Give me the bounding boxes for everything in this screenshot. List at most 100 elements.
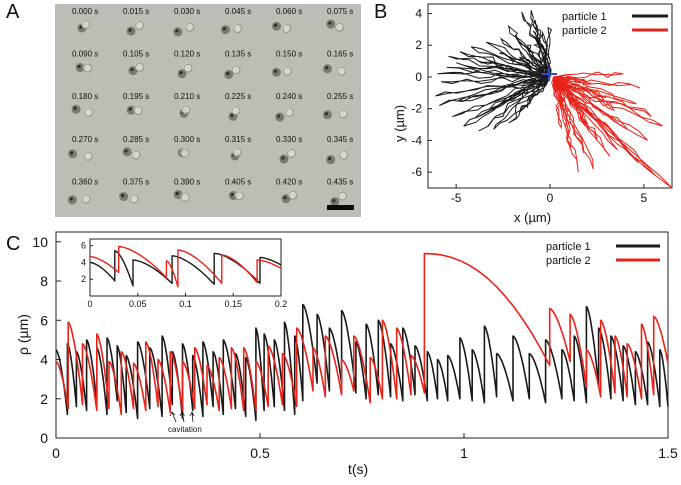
particle-core-1 — [324, 112, 329, 116]
panel-b-trajectory-2 — [553, 76, 585, 154]
inset-x-tick-label: 0.1 — [179, 299, 192, 309]
frame-timestamp: 0.075 s — [327, 7, 353, 16]
inset-y-tick-label: 2 — [81, 274, 86, 284]
particle-halo-2 — [83, 151, 93, 161]
particle-halo-2 — [181, 105, 191, 115]
particle-core-1 — [124, 149, 128, 153]
panel-b-trajectory-1 — [519, 56, 551, 78]
panel-a-image-grid: 0.000 s 0.015 s 0.030 s 0.045 s 0.060 s 0.075… — [55, 4, 361, 217]
particle-halo-2 — [183, 63, 193, 73]
particle-core-1 — [273, 69, 278, 73]
particle-halo-2 — [283, 66, 292, 76]
frame-timestamp: 0.345 s — [327, 135, 353, 144]
particle-core-1 — [283, 196, 287, 200]
scale-bar — [327, 205, 354, 210]
panel-c-x-tick-label: 1 — [460, 445, 468, 461]
frame-timestamp: 0.240 s — [276, 92, 302, 101]
particle-core-1 — [128, 107, 132, 111]
panel-b-legend-label-2: particle 2 — [562, 25, 607, 37]
inset-x-tick-label: 0.2 — [275, 299, 288, 309]
panel-b-trajectory-1 — [488, 76, 551, 110]
panel-c-legend-label-1: particle 1 — [546, 241, 591, 253]
panel-c-y-tick-label: 8 — [40, 273, 48, 289]
particle-halo-2 — [84, 107, 94, 117]
panel-b-trajectory-1 — [452, 76, 551, 118]
panel-b-y-tick-label: 0 — [415, 70, 422, 84]
particle-core-1 — [130, 68, 134, 72]
panel-b-trajectory-1 — [446, 66, 551, 79]
particle-core-1 — [73, 106, 77, 110]
panel-c-legend: particle 1 particle 2 — [546, 241, 660, 267]
panel-b-trajectory-1 — [507, 24, 551, 78]
frame-timestamp: 0.375 s — [123, 177, 149, 186]
particle-halo-2 — [338, 109, 348, 119]
particle-halo-2 — [335, 22, 344, 32]
particle-halo-2 — [231, 65, 241, 75]
inset-x-tick-label: 0.15 — [224, 299, 242, 309]
panel-b-legend-label-1: particle 1 — [562, 11, 607, 23]
panel-c-x-tick-label: 0 — [52, 445, 60, 461]
particle-halo-2 — [81, 20, 91, 30]
particle-core-1 — [175, 191, 179, 196]
frame-timestamp: 0.180 s — [72, 92, 98, 101]
particle-halo-2 — [135, 63, 145, 72]
cavitation-arrow-2 — [179, 411, 185, 423]
panel-b-trajectory-1 — [439, 76, 551, 106]
panel-c-y-axis-label: ρ (µm) — [15, 314, 31, 355]
particle-halo-2 — [81, 194, 91, 204]
particle-core-1 — [324, 66, 329, 70]
frame-timestamp: 0.285 s — [123, 135, 149, 144]
particle-core-1 — [69, 151, 74, 155]
frame-timestamp: 0.030 s — [174, 7, 200, 16]
panel-b-trajectory-2 — [553, 76, 598, 140]
panel-b-trajectory-2 — [553, 76, 639, 163]
panel-c-y-tick-label: 6 — [40, 312, 48, 328]
panel-b-y-tick-label: -4 — [411, 133, 422, 147]
particle-core-1 — [175, 29, 179, 33]
panel-b-trajectory-1 — [457, 76, 551, 102]
particle-core-1 — [222, 27, 227, 31]
panel-c-y-tick-label: 2 — [40, 391, 48, 407]
panel-b-trajectory-2 — [553, 76, 607, 99]
inset-y-tick-label: 6 — [81, 241, 86, 251]
panel-b-legend: particle 1 particle 2 — [556, 8, 670, 40]
panel-b-x-tick-label: 0 — [547, 191, 554, 205]
particle-halo-2 — [231, 106, 241, 116]
frame-timestamp: 0.015 s — [123, 7, 149, 16]
panel-b-y-tick-label: -2 — [411, 102, 422, 116]
panel-b-trajectory-1 — [530, 10, 552, 78]
frame-timestamp: 0.135 s — [225, 50, 251, 59]
panel-b-y-tick-label: -6 — [411, 165, 422, 179]
particle-core-1 — [332, 199, 336, 203]
frame-timestamp: 0.225 s — [225, 92, 251, 101]
cavitation-arrow-3 — [189, 411, 195, 423]
frame-timestamp: 0.000 s — [72, 7, 98, 16]
particle-halo-2 — [180, 193, 190, 202]
particle-core-1 — [179, 71, 183, 75]
inset-x-tick-label: 0 — [87, 299, 92, 309]
panel-b-trajectory-1 — [459, 51, 551, 78]
particle-core-1 — [328, 21, 332, 25]
panel-b-y-tick-label: 2 — [415, 38, 422, 52]
particle-halo-2 — [135, 21, 144, 30]
particle-core-1 — [69, 197, 73, 201]
panel-b-origin-marker — [541, 68, 557, 81]
panel-b-trajectory-1 — [532, 30, 551, 78]
inset-y-tick-label: 4 — [81, 257, 86, 267]
particle-halo-2 — [129, 194, 139, 204]
particle-halo-2 — [285, 108, 294, 117]
frame-timestamp: 0.210 s — [174, 92, 200, 101]
particle-core-1 — [128, 28, 132, 32]
particle-core-1 — [226, 71, 230, 76]
frame-timestamp: 0.435 s — [327, 177, 353, 186]
frame-timestamp: 0.045 s — [225, 7, 251, 16]
particle-halo-2 — [338, 191, 347, 201]
frame-timestamp: 0.390 s — [174, 177, 200, 186]
panel-c-x-tick-label: 1.5 — [658, 445, 678, 461]
panel-b-trajectory-2 — [553, 76, 628, 130]
panel-b-trajectory-1 — [478, 60, 551, 78]
panel-b-x-tick-label: -5 — [451, 191, 462, 205]
panel-b-trajectory-2 — [553, 76, 663, 127]
panel-b-trajectory-2 — [552, 76, 572, 149]
